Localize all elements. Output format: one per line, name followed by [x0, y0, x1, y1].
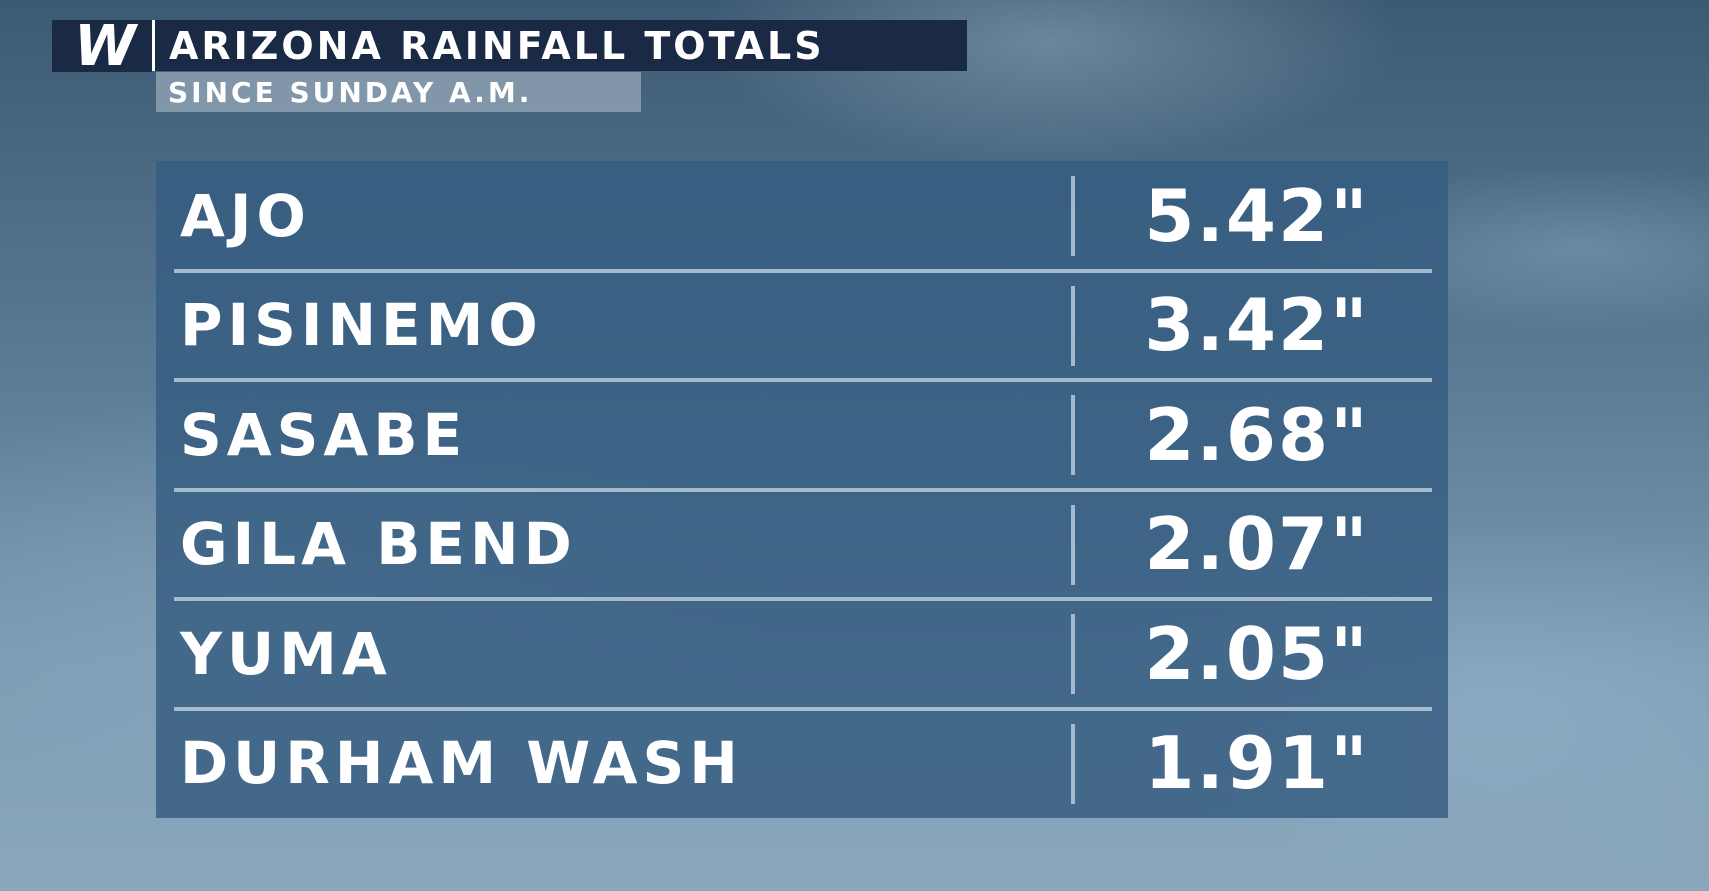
table-row: DURHAM WASH 1.91": [156, 709, 1448, 818]
column-divider: [1071, 176, 1075, 256]
title: ARIZONA RAINFALL TOTALS: [152, 20, 967, 71]
location-name: AJO: [180, 181, 311, 250]
column-divider: [1071, 504, 1075, 585]
table-row: SASABE 2.68": [156, 380, 1448, 489]
row-divider: [174, 268, 1432, 273]
rainfall-value: 3.42": [1144, 283, 1370, 367]
table-row: GILA BEND 2.07": [156, 490, 1448, 599]
row-divider: [174, 487, 1432, 492]
logo: W: [52, 14, 152, 79]
column-divider: [1071, 395, 1075, 475]
location-name: YUMA: [180, 619, 392, 688]
rainfall-value: 5.42": [1144, 173, 1370, 258]
location-name: SASABE: [180, 400, 468, 469]
location-name: DURHAM WASH: [180, 729, 743, 797]
row-divider: [174, 597, 1432, 601]
rainfall-value: 2.07": [1144, 502, 1370, 586]
row-divider: [174, 706, 1432, 711]
table-row: AJO 5.42": [156, 161, 1448, 270]
column-divider: [1071, 723, 1075, 804]
row-divider: [174, 378, 1432, 382]
subtitle: SINCE SUNDAY A.M.: [156, 72, 641, 112]
table-row: YUMA 2.05": [156, 599, 1448, 708]
location-name: GILA BEND: [180, 510, 577, 578]
location-name: PISINEMO: [180, 291, 543, 359]
rainfall-table: AJO 5.42" PISINEMO 3.42" SASABE 2.68" GILA BEN…: [156, 161, 1448, 818]
table-row: PISINEMO 3.42": [156, 271, 1448, 380]
column-divider: [1071, 285, 1075, 366]
rainfall-value: 1.91": [1144, 721, 1370, 805]
rainfall-value: 2.68": [1144, 392, 1370, 477]
column-divider: [1071, 614, 1075, 694]
rainfall-value: 2.05": [1144, 611, 1370, 696]
